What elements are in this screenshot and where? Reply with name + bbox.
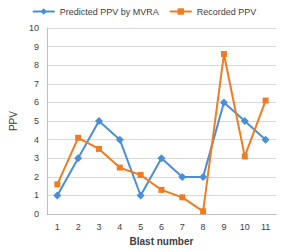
- svg-text:10: 10: [240, 222, 250, 232]
- svg-text:6: 6: [159, 222, 164, 232]
- svg-text:6: 6: [34, 97, 39, 107]
- svg-text:7: 7: [180, 222, 185, 232]
- svg-text:Recorded PPV: Recorded PPV: [197, 7, 257, 17]
- svg-text:9: 9: [34, 42, 39, 52]
- svg-text:9: 9: [221, 222, 226, 232]
- svg-text:Predicted PPV by MVRA: Predicted PPV by MVRA: [60, 7, 159, 17]
- svg-text:Blast number: Blast number: [130, 236, 194, 247]
- svg-text:7: 7: [34, 79, 39, 89]
- svg-text:1: 1: [34, 190, 39, 200]
- svg-text:4: 4: [34, 135, 39, 145]
- svg-text:10: 10: [29, 23, 39, 33]
- svg-text:4: 4: [117, 222, 122, 232]
- svg-text:8: 8: [34, 60, 39, 70]
- svg-text:11: 11: [261, 222, 270, 232]
- svg-text:PPV: PPV: [8, 111, 19, 131]
- svg-text:3: 3: [96, 222, 101, 232]
- svg-text:8: 8: [201, 222, 206, 232]
- svg-text:5: 5: [34, 116, 39, 126]
- svg-text:0: 0: [34, 209, 39, 219]
- svg-text:1: 1: [55, 222, 60, 232]
- svg-text:2: 2: [76, 222, 81, 232]
- svg-text:2: 2: [34, 172, 39, 182]
- svg-text:5: 5: [138, 222, 143, 232]
- svg-text:3: 3: [34, 153, 39, 163]
